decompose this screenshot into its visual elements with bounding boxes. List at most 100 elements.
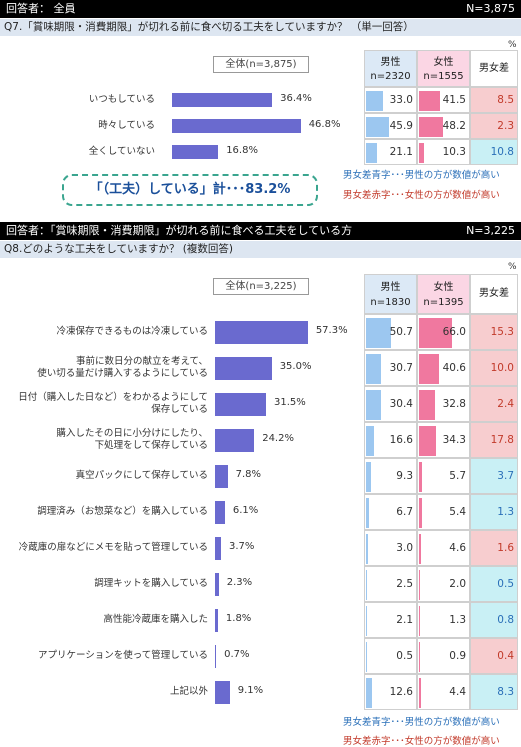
female-bar: [419, 117, 443, 137]
female-cell: 48.2: [417, 113, 470, 139]
gender-diff-value: 0.8: [497, 614, 514, 626]
q7-legend-blue: 男女差青字･･･男性の方が数値が高い: [343, 167, 500, 181]
female-bar: [419, 354, 439, 384]
female-value: 10.3: [443, 146, 466, 158]
total-bar: [215, 681, 230, 704]
q7-n-total: N=3,875: [466, 0, 515, 18]
female-value: 66.0: [443, 326, 466, 338]
gender-diff-cell: 0.8: [470, 602, 518, 638]
female-cell: 0.9: [417, 638, 470, 674]
female-value: 40.6: [443, 362, 466, 374]
q8-respondent-header: 回答者：「賞味期限・消費期限」が切れる前に食べる工夫をしている方 N=3,225: [0, 222, 521, 240]
male-cell: 16.6: [364, 422, 417, 458]
male-value: 2.1: [396, 614, 413, 626]
gender-diff-value: 2.3: [497, 120, 514, 132]
total-bar: [215, 429, 254, 452]
male-cell: 9.3: [364, 458, 417, 494]
male-value: 50.7: [390, 326, 413, 338]
total-value-label: 3.7%: [229, 541, 254, 552]
female-value: 32.8: [443, 398, 466, 410]
q7-col-female-n: n=1555: [418, 71, 469, 82]
male-value: 12.6: [390, 686, 413, 698]
q7-total-callout: 「（工夫）している」計･･･83.2%: [62, 174, 318, 206]
female-bar: [419, 678, 421, 708]
category-label: 全くしていない: [0, 146, 155, 158]
gender-diff-value: 10.0: [491, 362, 514, 374]
category-label-line: 調理キットを購入している: [0, 578, 208, 590]
category-label-line: 下処理をして保存している: [0, 440, 208, 452]
q7-respondent: 回答者： 全員: [6, 2, 76, 15]
male-cell: 6.7: [364, 494, 417, 530]
female-cell: 4.6: [417, 530, 470, 566]
female-cell: 4.4: [417, 674, 470, 710]
gender-diff-value: 8.3: [497, 686, 514, 698]
male-bar: [366, 606, 367, 636]
category-label-line: いつもしている: [0, 94, 155, 106]
male-cell: 12.6: [364, 674, 417, 710]
category-label: 高性能冷蔵庫を購入した: [0, 614, 208, 626]
gender-diff-value: 1.6: [497, 542, 514, 554]
male-cell: 3.0: [364, 530, 417, 566]
female-value: 4.4: [449, 686, 466, 698]
female-bar: [419, 570, 420, 600]
gender-diff-cell: 10.8: [470, 139, 518, 165]
category-label: 冷蔵庫の扉などにメモを貼って管理している: [0, 542, 208, 554]
category-label: 冷凍保存できるものは冷凍している: [0, 326, 208, 338]
q7-all-label: 全体(n=3,875): [213, 56, 309, 73]
gender-diff-value: 17.8: [491, 434, 514, 446]
male-value: 45.9: [390, 120, 413, 132]
male-cell: 30.4: [364, 386, 417, 422]
gender-diff-value: 3.7: [497, 470, 514, 482]
q8-legend-red: 男女差赤字･･･女性の方が数値が高い: [343, 733, 500, 747]
total-value-label: 57.3%: [316, 325, 348, 336]
total-bar: [215, 573, 219, 596]
male-value: 21.1: [390, 146, 413, 158]
male-bar: [366, 143, 377, 163]
total-bar: [215, 357, 272, 380]
female-value: 48.2: [443, 120, 466, 132]
q8-col-male-n: n=1830: [365, 297, 416, 308]
category-label: 購入したその日に小分けにしたり、下処理をして保存している: [0, 428, 208, 452]
female-value: 34.3: [443, 434, 466, 446]
total-bar: [172, 145, 218, 159]
gender-diff-value: 0.5: [497, 578, 514, 590]
male-value: 2.5: [396, 578, 413, 590]
male-value: 3.0: [396, 542, 413, 554]
male-value: 30.7: [390, 362, 413, 374]
female-bar: [419, 426, 436, 456]
gender-diff-cell: 15.3: [470, 314, 518, 350]
gender-diff-cell: 0.4: [470, 638, 518, 674]
female-cell: 32.8: [417, 386, 470, 422]
male-cell: 0.5: [364, 638, 417, 674]
q8-col-female-n: n=1395: [418, 297, 469, 308]
male-bar: [366, 678, 372, 708]
q8-n-total: N=3,225: [466, 222, 515, 240]
q7-col-diff: 男女差: [470, 50, 518, 87]
total-bar: [172, 119, 301, 133]
total-value-label: 9.1%: [238, 685, 263, 696]
q7-col-male: 男性 n=2320: [364, 50, 417, 87]
q7-percent-mark: %: [508, 40, 517, 50]
male-bar: [366, 426, 374, 456]
female-cell: 10.3: [417, 139, 470, 165]
female-bar: [419, 498, 422, 528]
category-label: いつもしている: [0, 94, 155, 106]
total-bar: [215, 645, 216, 668]
female-bar: [419, 462, 422, 492]
q7-col-male-label: 男性: [365, 53, 416, 68]
category-label-line: 真空パックにして保存している: [0, 470, 208, 482]
category-label: アプリケーションを使って管理している: [0, 650, 208, 662]
gender-diff-value: 8.5: [497, 94, 514, 106]
q8-legend-blue: 男女差青字･･･男性の方が数値が高い: [343, 714, 500, 728]
female-bar: [419, 606, 420, 636]
category-label-line: 購入したその日に小分けにしたり、: [0, 428, 208, 440]
male-value: 33.0: [390, 94, 413, 106]
q7-respondent-header: 回答者： 全員 N=3,875: [0, 0, 521, 18]
category-label-line: 時々している: [0, 120, 155, 132]
q8-col-male-label: 男性: [365, 278, 416, 293]
male-cell: 2.1: [364, 602, 417, 638]
male-bar: [366, 498, 369, 528]
male-bar: [366, 570, 367, 600]
female-bar: [419, 390, 435, 420]
male-bar: [366, 462, 371, 492]
